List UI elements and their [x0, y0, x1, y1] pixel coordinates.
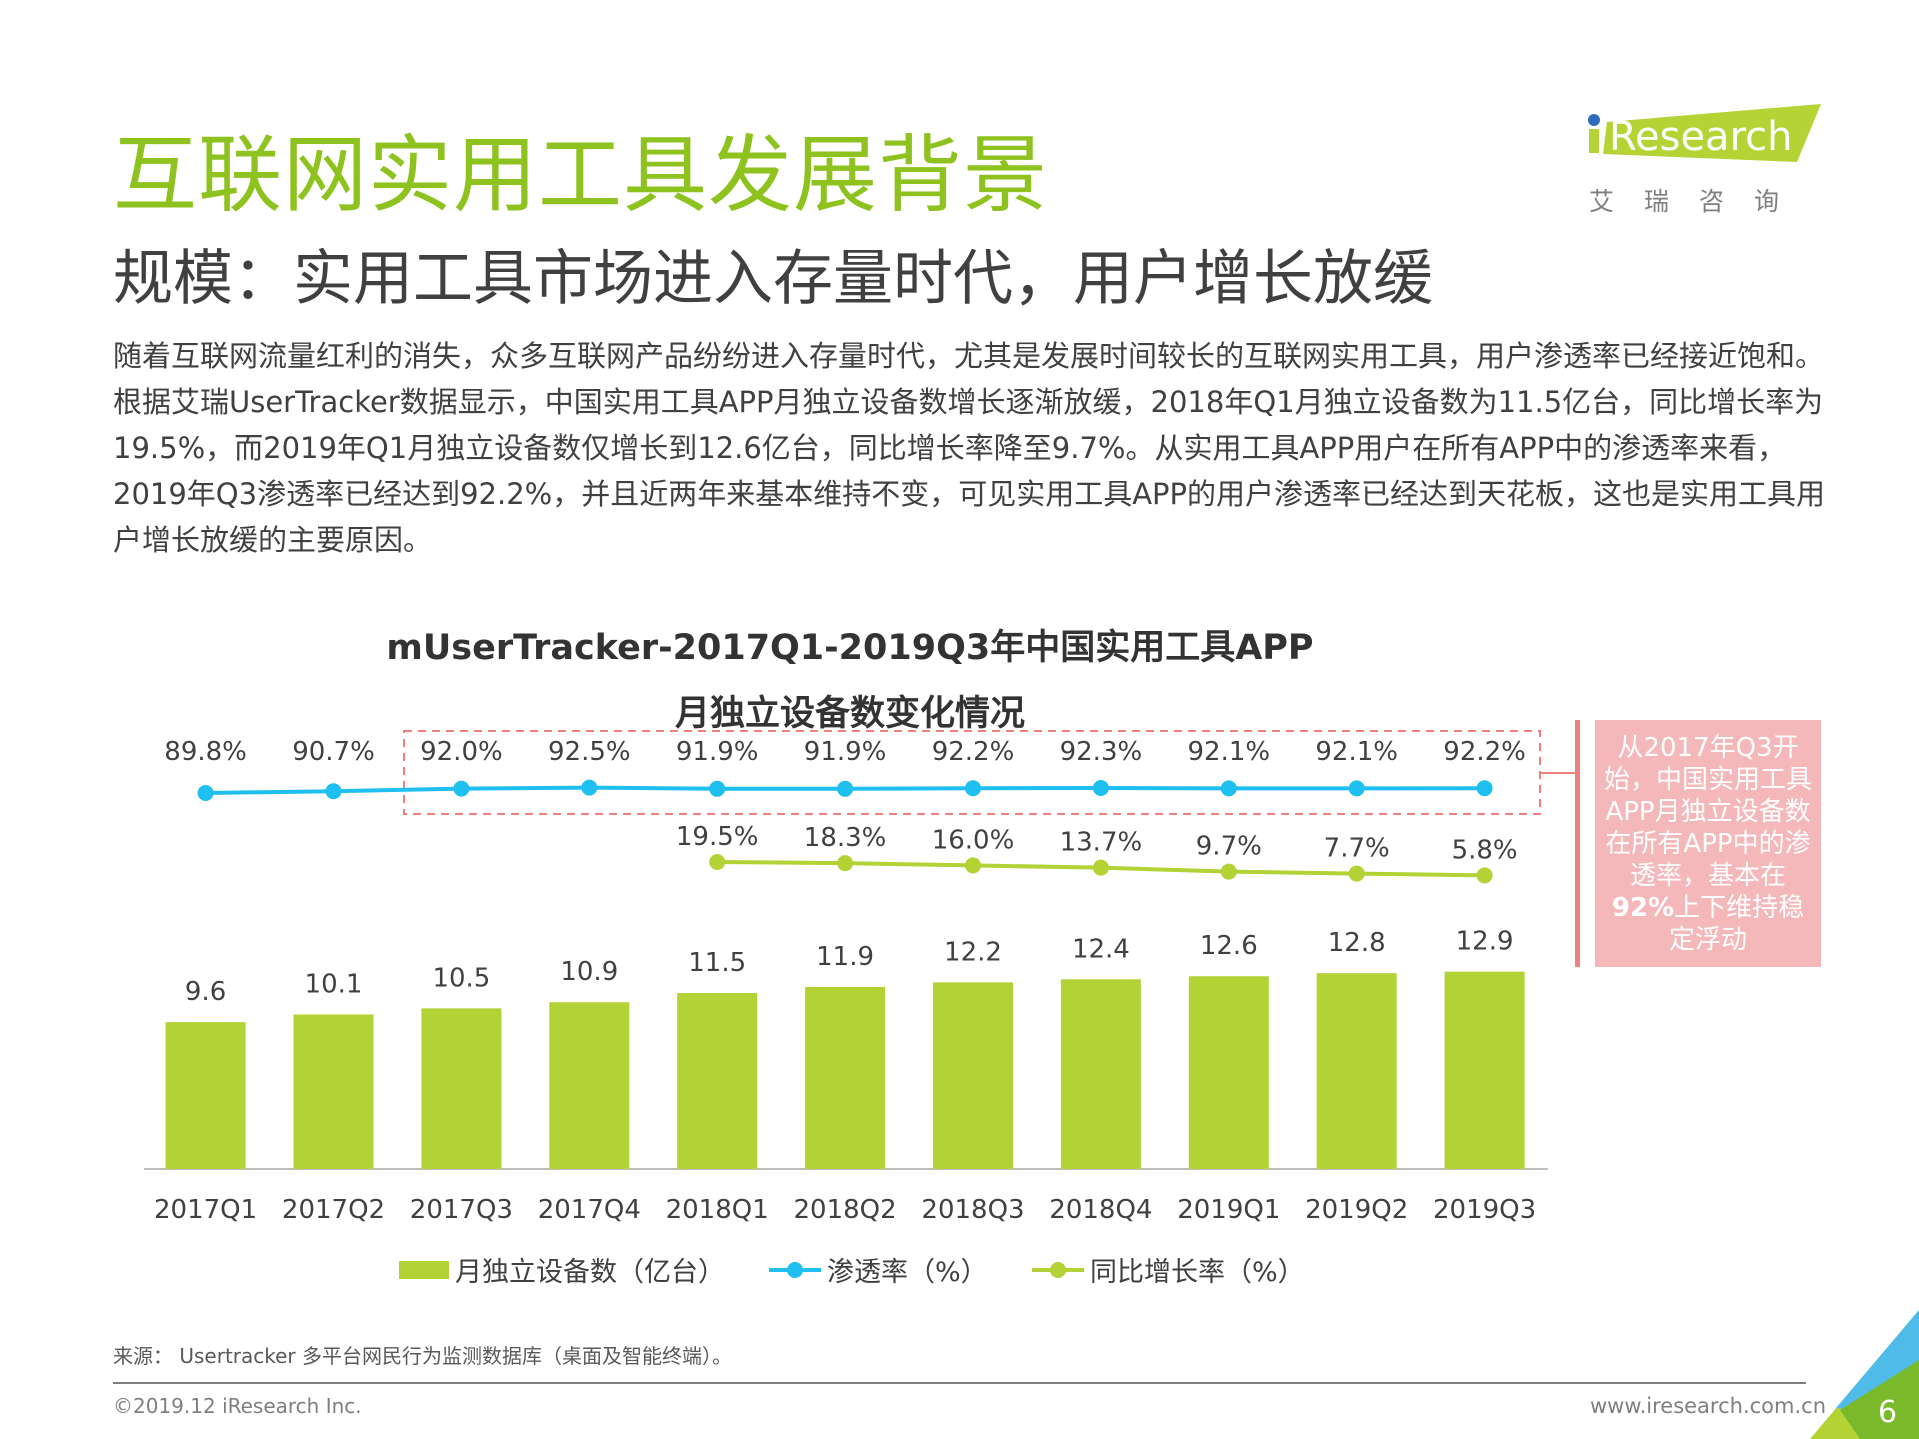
- x-tick-2017Q2: 2017Q2: [282, 1195, 385, 1225]
- legend-penetration-label: 渗透率（%）: [827, 1257, 988, 1288]
- bar-2017Q1: [165, 1022, 246, 1169]
- penetration-label-2019Q1: 92.1%: [1187, 737, 1270, 767]
- body-paragraph: 随着互联网流量红利的消失，众多互联网产品纷纷进入存量时代，尤其是发展时间较长的互…: [113, 339, 1826, 557]
- penetration-point-2018Q1: [709, 780, 726, 797]
- bar-2018Q3: [933, 982, 1013, 1169]
- bar-label-2017Q2: 10.1: [305, 969, 363, 999]
- annotation-box: 从2017年Q3开始，中国实用工具APP月独立设备数在所有APP中的渗透率，基本…: [1595, 720, 1821, 967]
- x-tick-2018Q2: 2018Q2: [794, 1195, 897, 1225]
- legend-penetration-swatch: [769, 1261, 821, 1278]
- growth-label-2018Q2: 18.3%: [804, 823, 887, 853]
- bar-2018Q4: [1060, 979, 1141, 1169]
- growth-point-2018Q4: [1092, 859, 1109, 876]
- penetration-label-2018Q3: 92.2%: [932, 737, 1015, 767]
- growth-point-2019Q2: [1348, 865, 1365, 882]
- growth-point-2019Q3: [1476, 867, 1493, 884]
- page-number: 6: [1878, 1395, 1897, 1430]
- chart-title: mUserTracker-2017Q1-2019Q3年中国实用工具APP 月独立…: [300, 615, 1400, 747]
- page-subtitle: 规模：实用工具市场进入存量时代，用户增长放缓: [113, 244, 1433, 314]
- penetration-point-2019Q1: [1220, 780, 1237, 797]
- bar-label-2017Q3: 10.5: [432, 963, 490, 993]
- x-tick-2017Q3: 2017Q3: [410, 1195, 513, 1225]
- penetration-label-2018Q1: 91.9%: [676, 737, 759, 767]
- annotation-text: 从2017年Q3开始，中国实用工具APP月独立设备数在所有APP中的渗透率，基本…: [1603, 733, 1812, 891]
- legend-penetration: 渗透率（%）: [769, 1250, 988, 1289]
- growth-point-2019Q1: [1220, 863, 1237, 880]
- highlight-bracket: [1575, 720, 1580, 967]
- bar-2017Q2: [293, 1014, 374, 1169]
- annotation-highlight: 92%: [1611, 893, 1675, 923]
- bar-label-2018Q4: 12.4: [1072, 934, 1130, 964]
- penetration-label-2018Q2: 91.9%: [804, 737, 887, 767]
- bar-2019Q2: [1316, 973, 1397, 1169]
- corner-decoration: 6: [1810, 1310, 1919, 1439]
- penetration-label-2017Q2: 90.7%: [292, 737, 375, 767]
- bar-label-2019Q1: 12.6: [1200, 931, 1258, 961]
- bar-2017Q4: [549, 1002, 630, 1169]
- annotation-text-end: 上下维持稳定浮动: [1668, 893, 1805, 955]
- chart-title-line1: mUserTracker-2017Q1-2019Q3年中国实用工具APP: [386, 628, 1314, 668]
- penetration-label-2019Q3: 92.2%: [1443, 737, 1526, 767]
- bar-label-2018Q3: 12.2: [944, 937, 1002, 967]
- x-tick-2017Q1: 2017Q1: [154, 1195, 257, 1225]
- legend-growth: 同比增长率（%）: [1032, 1250, 1305, 1289]
- bar-label-2017Q1: 9.6: [185, 977, 226, 1007]
- penetration-point-2018Q4: [1092, 780, 1109, 796]
- penetration-point-2017Q4: [581, 779, 598, 796]
- iresearch-logo: Research 艾瑞咨询: [1588, 104, 1821, 216]
- growth-label-2018Q4: 13.7%: [1060, 828, 1143, 858]
- bar-2019Q1: [1188, 976, 1269, 1169]
- svg-text:Research: Research: [1609, 114, 1792, 160]
- bar-2018Q2: [805, 986, 886, 1169]
- chart-title-line2: 月独立设备数变化情况: [674, 694, 1025, 734]
- bar-label-2018Q1: 11.5: [688, 948, 746, 978]
- legend-bar: 月独立设备数（亿台）: [399, 1250, 725, 1289]
- growth-point-2018Q2: [837, 855, 854, 872]
- svg-text:艾瑞咨询: 艾瑞咨询: [1589, 187, 1809, 216]
- penetration-point-2017Q1: [197, 785, 214, 801]
- footer-divider: [113, 1382, 1806, 1384]
- website-link[interactable]: www.iresearch.com.cn: [1590, 1394, 1827, 1418]
- x-tick-2018Q1: 2018Q1: [666, 1195, 769, 1225]
- growth-label-2018Q1: 19.5%: [676, 822, 759, 852]
- legend-bar-swatch: [399, 1260, 449, 1279]
- penetration-label-2019Q2: 92.1%: [1315, 737, 1398, 767]
- x-tick-2018Q4: 2018Q4: [1049, 1195, 1152, 1225]
- penetration-point-2019Q2: [1348, 780, 1365, 797]
- penetration-label-2018Q4: 92.3%: [1060, 737, 1143, 767]
- x-tick-2019Q2: 2019Q2: [1305, 1195, 1408, 1225]
- copyright: ©2019.12 iResearch Inc.: [113, 1394, 362, 1418]
- legend-bar-label: 月独立设备数（亿台）: [455, 1257, 725, 1288]
- penetration-point-2018Q3: [965, 780, 981, 797]
- penetration-label-2017Q1: 89.8%: [164, 737, 247, 767]
- growth-label-2019Q2: 7.7%: [1324, 834, 1390, 864]
- growth-point-2018Q3: [965, 857, 981, 874]
- bar-label-2019Q3: 12.9: [1456, 927, 1514, 957]
- penetration-label-2017Q4: 92.5%: [548, 737, 631, 767]
- bar-label-2018Q2: 11.9: [816, 942, 874, 972]
- growth-label-2019Q1: 9.7%: [1196, 832, 1262, 862]
- penetration-point-2017Q2: [325, 783, 342, 800]
- penetration-point-2018Q2: [837, 780, 854, 797]
- bar-2018Q1: [677, 993, 758, 1169]
- bar-2017Q3: [421, 1008, 502, 1169]
- legend-growth-swatch: [1032, 1261, 1084, 1278]
- x-tick-2018Q3: 2018Q3: [921, 1195, 1024, 1225]
- penetration-label-2017Q3: 92.0%: [420, 737, 503, 767]
- penetration-point-2019Q3: [1476, 780, 1493, 797]
- x-tick-2017Q4: 2017Q4: [538, 1195, 641, 1225]
- x-tick-2019Q1: 2019Q1: [1177, 1195, 1280, 1225]
- bar-2019Q3: [1444, 971, 1525, 1169]
- penetration-point-2017Q3: [453, 780, 470, 797]
- growth-point-2018Q1: [709, 854, 726, 870]
- growth-label-2019Q3: 5.8%: [1452, 835, 1518, 865]
- bar-label-2019Q2: 12.8: [1328, 928, 1386, 958]
- bar-label-2017Q4: 10.9: [560, 957, 618, 987]
- legend-growth-label: 同比增长率（%）: [1090, 1257, 1305, 1288]
- page-title: 互联网实用工具发展背景: [113, 126, 1049, 224]
- growth-label-2018Q3: 16.0%: [932, 825, 1015, 855]
- x-tick-2019Q3: 2019Q3: [1433, 1195, 1536, 1225]
- source-note: 来源： Usertracker 多平台网民行为监测数据库（桌面及智能终端）。: [113, 1344, 733, 1368]
